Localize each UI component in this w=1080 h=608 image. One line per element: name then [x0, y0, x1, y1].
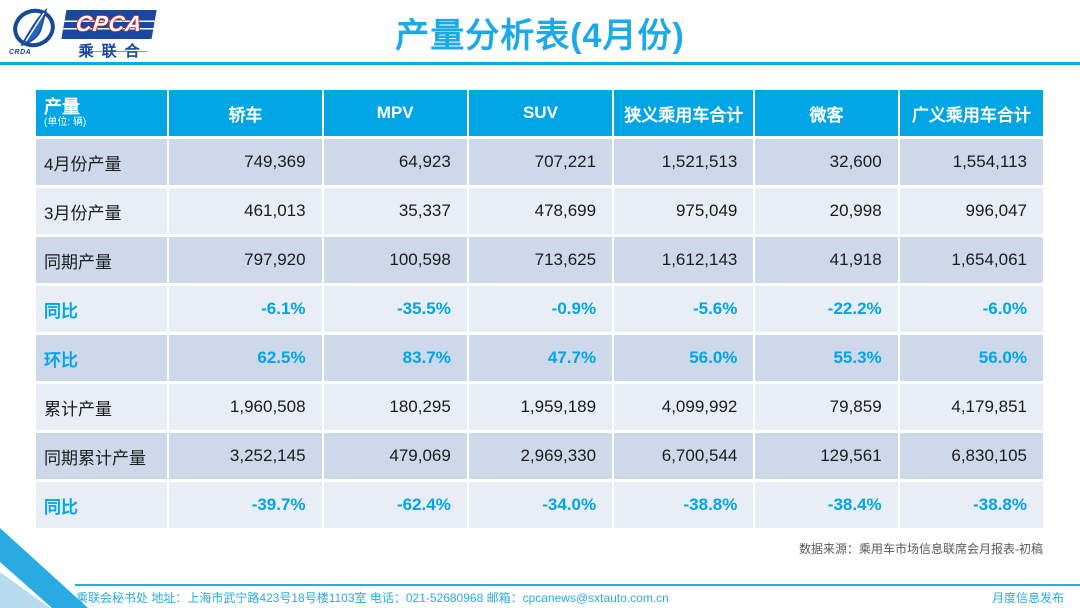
table-cell: -35.5%	[323, 286, 467, 332]
table-cell: -38.8%	[899, 482, 1043, 528]
table-cell: 996,047	[899, 188, 1043, 234]
table-row: 同比 -6.1% -35.5% -0.9% -5.6% -22.2% -6.0%	[36, 286, 1043, 332]
row-label: 环比	[36, 335, 168, 381]
table-cell: -22.2%	[755, 286, 898, 332]
table-row: 3月份产量 461,013 35,337 478,699 975,049 20,998 99…	[36, 188, 1043, 234]
column-header: 狭义乘用车合计	[614, 90, 754, 136]
table-row: 同比 -39.7% -62.4% -34.0% -38.8% -38.4% -38.8%	[36, 482, 1043, 528]
table-cell: -5.6%	[614, 286, 754, 332]
table-row: 累计产量 1,960,508 180,295 1,959,189 4,099,992 79…	[36, 384, 1043, 430]
table-cell: 1,521,513	[614, 139, 754, 185]
table-cell: 129,561	[755, 433, 898, 479]
row-label: 累计产量	[36, 384, 168, 430]
column-header: 广义乘用车合计	[899, 90, 1043, 136]
column-header: SUV	[468, 90, 613, 136]
table-cell: 707,221	[468, 139, 613, 185]
cpca-chinese-name: 乘联合	[78, 43, 148, 60]
table-cell: 478,699	[468, 188, 613, 234]
table-cell: 83.7%	[323, 335, 467, 381]
page-title: 产量分析表(4月份)	[395, 17, 685, 55]
slide-header: CRDA CPCA 乘联合 产量分析表(4月份)	[0, 0, 1080, 65]
row-label: 4月份产量	[36, 139, 168, 185]
row-label: 同比	[36, 482, 168, 528]
table-cell: -39.7%	[169, 482, 322, 528]
table-cell: 100,598	[323, 237, 467, 283]
table-cell: 1,960,508	[169, 384, 322, 430]
table-cell: -62.4%	[323, 482, 467, 528]
column-header: 微客	[755, 90, 898, 136]
table-cell: 6,830,105	[899, 433, 1043, 479]
table-cell: 32,600	[755, 139, 898, 185]
table-cell: 47.7%	[468, 335, 613, 381]
table-cell: 4,099,992	[614, 384, 754, 430]
table-cell: 41,918	[755, 237, 898, 283]
table-cell: 55.3%	[755, 335, 898, 381]
corner-unit: (单位: 辆)	[44, 116, 87, 128]
table-cell: 1,654,061	[899, 237, 1043, 283]
table-cell: 4,179,851	[899, 384, 1043, 430]
table-cell: 749,369	[169, 139, 322, 185]
table-cell: 79,859	[755, 384, 898, 430]
table-cell: -38.8%	[614, 482, 754, 528]
table-row: 环比 62.5% 83.7% 47.7% 56.0% 55.3% 56.0%	[36, 335, 1043, 381]
row-label: 3月份产量	[36, 188, 168, 234]
table-cell: 461,013	[169, 188, 322, 234]
corner-header: 产量 (单位: 辆)	[36, 90, 168, 136]
table-cell: -6.1%	[169, 286, 322, 332]
footer-divider	[75, 584, 1080, 586]
table-cell: 3,252,145	[169, 433, 322, 479]
table-cell: -38.4%	[755, 482, 898, 528]
cpca-logo: CRDA CPCA 乘联合	[8, 5, 157, 61]
table-cell: 180,295	[323, 384, 467, 430]
table-cell: 1,554,113	[899, 139, 1043, 185]
table-row: 4月份产量 749,369 64,923 707,221 1,521,513 32,600…	[36, 139, 1043, 185]
table-cell: -6.0%	[899, 286, 1043, 332]
table-cell: 479,069	[323, 433, 467, 479]
table-cell: 1,959,189	[468, 384, 613, 430]
table-cell: 56.0%	[614, 335, 754, 381]
table-cell: 1,612,143	[614, 237, 754, 283]
table-cell: 975,049	[614, 188, 754, 234]
footer-contact-info: 乘联会秘书处 地址：上海市武宁路423号18号楼1103室 电话：021-526…	[76, 591, 669, 605]
cpca-emblem-icon: CRDA	[8, 5, 62, 59]
table-cell: 797,920	[169, 237, 322, 283]
table-cell: 2,969,330	[468, 433, 613, 479]
table-cell: 20,998	[755, 188, 898, 234]
table-cell: 6,700,544	[614, 433, 754, 479]
table-cell: 62.5%	[169, 335, 322, 381]
table-header: 产量 (单位: 辆) 轿车 MPV SUV 狭义乘用车合计 微客 广义乘用车合计	[36, 90, 1043, 136]
table-body: 4月份产量 749,369 64,923 707,221 1,521,513 32,600…	[36, 139, 1043, 528]
table-cell: 35,337	[323, 188, 467, 234]
table-row: 同期产量 797,920 100,598 713,625 1,612,143 41,918…	[36, 237, 1043, 283]
table-cell: 713,625	[468, 237, 613, 283]
column-header: MPV	[323, 90, 467, 136]
corner-title: 产量	[44, 96, 80, 117]
data-source-note: 数据来源：乘用车市场信息联席会月报表-初稿	[799, 542, 1043, 556]
row-label: 同期产量	[36, 237, 168, 283]
row-label: 同比	[36, 286, 168, 332]
table-cell: 64,923	[323, 139, 467, 185]
table-cell: -0.9%	[468, 286, 613, 332]
production-table: 产量 (单位: 辆) 轿车 MPV SUV 狭义乘用车合计 微客 广义乘用车合计 4月份产量 7…	[34, 87, 1045, 531]
footer-release-label: 月度信息发布	[991, 591, 1064, 605]
table-row: 同期累计产量 3,252,145 479,069 2,969,330 6,700,544…	[36, 433, 1043, 479]
production-table-area: 产量 (单位: 辆) 轿车 MPV SUV 狭义乘用车合计 微客 广义乘用车合计 4月份产量 7…	[34, 87, 1045, 557]
table-cell: 56.0%	[899, 335, 1043, 381]
row-label: 同期累计产量	[36, 433, 168, 479]
emblem-caption: CRDA	[9, 49, 32, 56]
table-cell: -34.0%	[468, 482, 613, 528]
column-header: 轿车	[169, 90, 322, 136]
